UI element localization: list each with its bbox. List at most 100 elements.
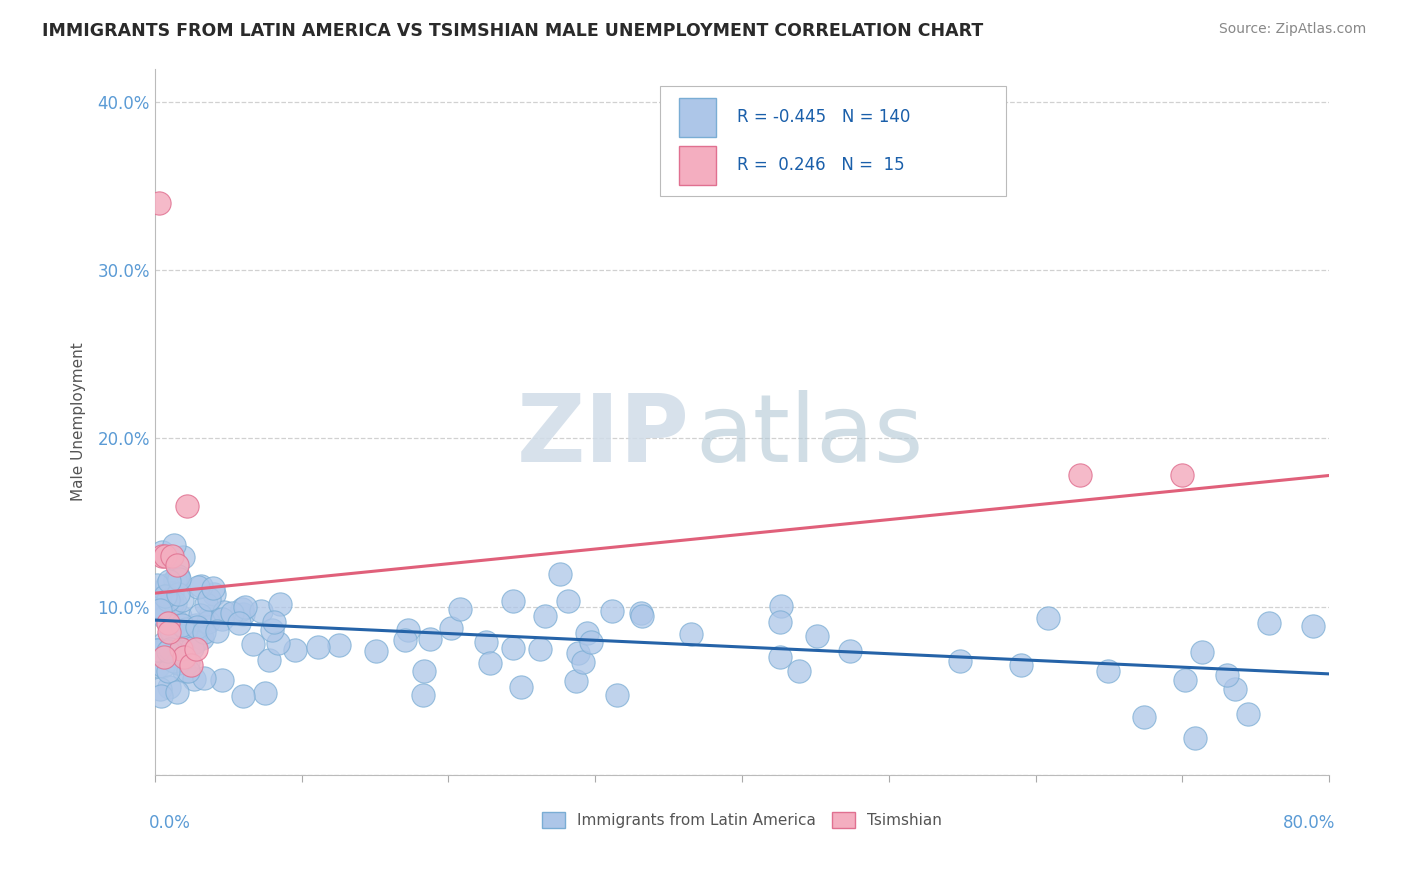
Point <box>250 604 273 618</box>
Point <box>396 624 419 638</box>
Point <box>557 594 579 608</box>
Point <box>169 629 191 643</box>
Point <box>769 599 792 614</box>
Point <box>572 655 595 669</box>
Point <box>1171 468 1194 483</box>
Point <box>156 616 179 631</box>
Point <box>159 641 181 656</box>
Point <box>630 606 652 620</box>
Point <box>364 644 387 658</box>
Point <box>150 549 173 564</box>
Point <box>148 643 170 657</box>
Point <box>149 599 172 614</box>
Point <box>600 604 623 618</box>
Point <box>157 665 180 679</box>
Point <box>169 609 191 624</box>
Point <box>166 558 188 572</box>
Point <box>200 608 222 623</box>
Point <box>174 622 197 636</box>
Point <box>166 574 188 588</box>
Y-axis label: Male Unemployment: Male Unemployment <box>72 343 86 501</box>
Point <box>148 196 170 211</box>
Point <box>146 658 169 673</box>
Point <box>155 588 177 602</box>
Text: 80.0%: 80.0% <box>1282 814 1336 831</box>
Point <box>412 688 434 702</box>
Point <box>153 589 176 603</box>
Point <box>253 686 276 700</box>
Point <box>160 586 183 600</box>
Point <box>149 603 172 617</box>
Point <box>534 609 557 624</box>
Point <box>475 635 498 649</box>
Point <box>1258 616 1281 631</box>
Point <box>548 567 571 582</box>
Text: 0.0%: 0.0% <box>149 814 191 831</box>
Point <box>1174 673 1197 687</box>
Point <box>787 665 810 679</box>
Point <box>1237 706 1260 721</box>
Point <box>157 593 180 607</box>
Point <box>167 572 190 586</box>
Point <box>150 544 173 558</box>
Point <box>180 640 202 655</box>
Point <box>157 680 180 694</box>
Point <box>440 621 463 635</box>
Point <box>1184 731 1206 745</box>
Point <box>228 616 250 631</box>
Point <box>204 587 226 601</box>
Point <box>769 615 792 629</box>
Point <box>188 608 211 623</box>
FancyBboxPatch shape <box>659 87 1007 195</box>
Point <box>152 636 174 650</box>
Point <box>193 671 215 685</box>
Point <box>163 648 186 663</box>
Point <box>231 602 253 616</box>
Point <box>157 574 180 588</box>
Legend: Immigrants from Latin America, Tsimshian: Immigrants from Latin America, Tsimshian <box>536 806 948 834</box>
Point <box>169 633 191 648</box>
Point <box>191 631 214 645</box>
Bar <box>679 98 716 136</box>
Point <box>156 578 179 592</box>
Point <box>176 664 198 678</box>
Point <box>167 569 190 583</box>
Point <box>165 573 187 587</box>
Point <box>198 592 221 607</box>
Point <box>232 690 254 704</box>
Point <box>145 606 167 620</box>
Point <box>172 549 194 564</box>
Point <box>170 640 193 655</box>
Point <box>149 681 172 696</box>
Point <box>232 607 254 621</box>
Point <box>1069 468 1091 483</box>
Point <box>502 593 524 607</box>
Point <box>166 685 188 699</box>
Point <box>211 673 233 687</box>
Point <box>267 636 290 650</box>
Point <box>567 646 589 660</box>
Point <box>529 642 551 657</box>
Point <box>150 690 173 704</box>
Point <box>153 610 176 624</box>
Point <box>202 581 225 595</box>
Point <box>173 664 195 678</box>
Point <box>212 605 235 619</box>
Point <box>284 643 307 657</box>
Text: R =  0.246   N =  15: R = 0.246 N = 15 <box>737 156 905 174</box>
Point <box>176 499 198 513</box>
Point <box>233 599 256 614</box>
Point <box>184 641 207 656</box>
Point <box>769 650 792 665</box>
Point <box>1302 619 1324 633</box>
Point <box>449 602 471 616</box>
Point <box>186 620 208 634</box>
Point <box>193 624 215 639</box>
Point <box>413 664 436 678</box>
Point <box>160 624 183 638</box>
Point <box>631 608 654 623</box>
Point <box>146 644 169 658</box>
Text: R = -0.445   N = 140: R = -0.445 N = 140 <box>737 108 911 126</box>
Point <box>145 577 167 591</box>
Point <box>1097 664 1119 678</box>
